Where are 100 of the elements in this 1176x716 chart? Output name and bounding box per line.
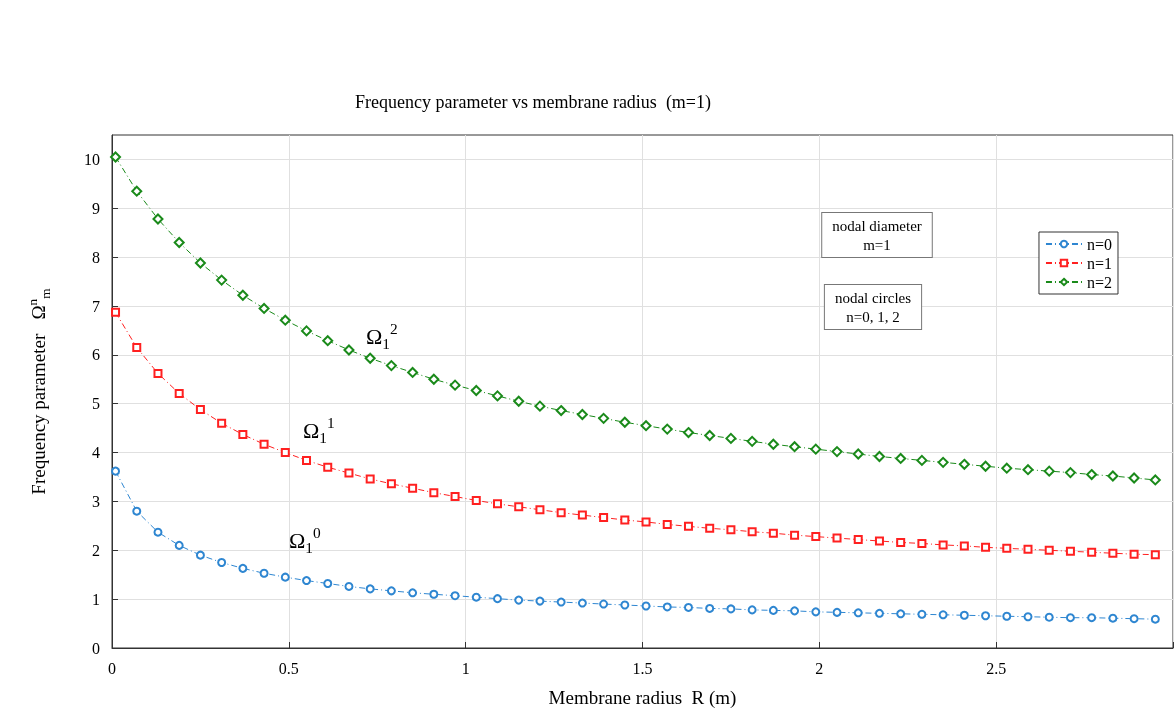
point	[682, 427, 694, 439]
x-tick-label: 1	[461, 659, 470, 677]
point	[831, 446, 843, 458]
x-tick-label: 0.5	[278, 659, 299, 677]
point	[873, 450, 885, 462]
point	[302, 576, 312, 586]
point	[938, 540, 948, 550]
point	[450, 591, 460, 601]
point	[1001, 462, 1013, 474]
point	[661, 423, 673, 435]
point	[683, 602, 693, 612]
point	[153, 368, 163, 378]
point	[301, 325, 313, 337]
point	[216, 274, 228, 286]
point	[1064, 467, 1076, 479]
point	[1086, 469, 1098, 481]
point	[259, 439, 269, 449]
point	[194, 257, 206, 269]
y-tick-label: 4	[92, 444, 100, 462]
point	[323, 462, 333, 472]
point	[428, 373, 440, 385]
point	[1065, 613, 1075, 623]
point	[173, 236, 185, 248]
point	[662, 519, 672, 529]
point	[1107, 470, 1119, 482]
point	[111, 466, 121, 476]
point	[1087, 547, 1097, 557]
point	[916, 454, 928, 466]
point	[492, 390, 503, 402]
point	[1023, 544, 1033, 554]
y-tick-label: 2	[92, 541, 100, 559]
point	[258, 302, 270, 314]
point	[385, 360, 397, 372]
legend-label: n=2	[1086, 273, 1113, 291]
point	[408, 483, 418, 493]
point	[874, 536, 884, 546]
point	[449, 379, 461, 391]
point	[493, 594, 502, 604]
point	[576, 408, 588, 420]
x-axis-title: Membrane radius R (m)	[548, 687, 737, 709]
point	[577, 510, 587, 520]
point	[365, 474, 375, 484]
point	[344, 581, 354, 591]
point	[789, 441, 801, 453]
point	[302, 455, 312, 465]
point	[450, 492, 460, 502]
point	[619, 416, 631, 428]
point	[599, 513, 609, 523]
point	[958, 458, 970, 470]
point	[1002, 543, 1012, 553]
point	[174, 388, 184, 398]
point	[811, 607, 821, 617]
point	[767, 438, 779, 450]
point	[514, 595, 524, 605]
point	[556, 508, 566, 518]
point	[874, 608, 884, 618]
point	[726, 525, 736, 535]
point	[535, 596, 545, 606]
point	[1043, 465, 1055, 477]
legend-label: n=0	[1086, 235, 1113, 253]
point	[132, 343, 142, 353]
point	[1022, 464, 1034, 476]
point	[937, 456, 949, 468]
point	[555, 405, 567, 417]
x-tick-label: 0	[108, 659, 116, 677]
point	[386, 586, 396, 596]
point	[896, 537, 906, 547]
point	[620, 600, 630, 610]
point	[1149, 474, 1161, 486]
point	[790, 530, 800, 540]
x-tick-label: 1.5	[632, 659, 653, 677]
point	[832, 607, 842, 617]
point	[895, 452, 907, 464]
point	[704, 429, 716, 441]
point	[1108, 548, 1118, 558]
x-tick-label: 2	[815, 659, 824, 677]
point	[343, 344, 355, 356]
point	[1108, 613, 1118, 623]
point	[832, 533, 842, 543]
point	[981, 611, 991, 621]
point	[640, 420, 652, 432]
point	[110, 151, 122, 163]
point	[917, 609, 927, 619]
annotation: nodal circles n=0, 1, 2	[834, 289, 912, 325]
point	[577, 598, 587, 608]
point	[810, 443, 822, 455]
point	[408, 588, 418, 598]
y-tick-label: 0	[92, 639, 100, 657]
y-tick-label: 7	[92, 297, 100, 315]
point	[746, 435, 758, 447]
legend-label: n=1	[1086, 254, 1113, 272]
x-tick-label: 2.5	[986, 659, 1007, 677]
point	[259, 568, 269, 578]
point	[1044, 545, 1054, 555]
point	[1128, 472, 1140, 484]
point	[238, 429, 248, 439]
point	[111, 307, 121, 317]
point	[1150, 550, 1160, 560]
point	[747, 605, 757, 615]
point	[852, 448, 864, 460]
